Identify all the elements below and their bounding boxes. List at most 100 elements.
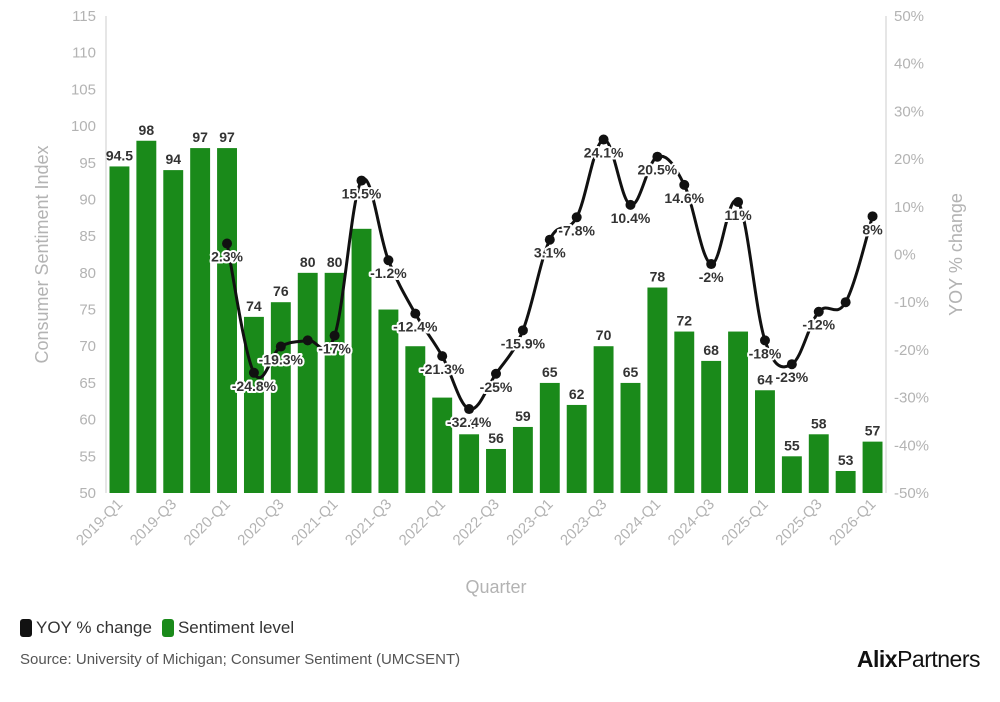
sentiment-bar xyxy=(674,331,695,493)
sentiment-bar xyxy=(835,470,856,493)
yoy-change-point xyxy=(679,179,690,190)
yoy-change-point xyxy=(302,335,313,346)
x-tick-label: 2021-Q3 xyxy=(342,496,395,549)
sentiment-bar-label: 56 xyxy=(488,430,504,446)
y-left-tick-label: 75 xyxy=(79,302,96,319)
yoy-change-label: 8% xyxy=(862,221,883,237)
y-left-tick-label: 85 xyxy=(79,228,96,245)
yoy-change-point xyxy=(652,151,663,162)
yoy-change-label: -1.2% xyxy=(370,265,407,281)
yoy-change-point xyxy=(517,325,528,336)
y-right-tick-label: -40% xyxy=(894,437,929,454)
yoy-change-label: -32.4% xyxy=(447,414,492,430)
yoy-change-point xyxy=(383,255,394,266)
sentiment-bar-label: 97 xyxy=(192,129,208,145)
sentiment-bar-label: 57 xyxy=(865,423,881,439)
yoy-change-point xyxy=(437,351,448,362)
legend-item-sentiment[interactable]: Sentiment level xyxy=(161,618,295,638)
sentiment-bar-label: 78 xyxy=(650,269,666,285)
sentiment-bar xyxy=(620,382,641,493)
yoy-change-point xyxy=(625,199,636,210)
yoy-change-label: 20.5% xyxy=(638,162,678,178)
sentiment-bar xyxy=(566,404,587,493)
sentiment-bar-label: 98 xyxy=(139,122,155,138)
sentiment-chart: 50 55 60 65 70 75 80 85 90 95 100 105 110 115 -50% -40%… xyxy=(32,8,966,597)
brand-logo-part2: Partners xyxy=(897,646,980,672)
sentiment-bar-label: 76 xyxy=(273,283,289,299)
sentiment-bar-label: 64 xyxy=(757,371,773,387)
yoy-change-label: -18% xyxy=(749,345,782,361)
x-tick-label: 2026-Q1 xyxy=(826,496,879,549)
y-left-tick-label: 110 xyxy=(72,45,96,62)
y-right-tick-label: 30% xyxy=(894,103,924,120)
y-right-tick-label: -30% xyxy=(894,390,929,407)
yoy-change-point xyxy=(706,259,717,270)
yoy-change-label: 10.4% xyxy=(611,210,651,226)
y-left-tick-label: 65 xyxy=(79,375,96,392)
sentiment-bar-label: 65 xyxy=(623,364,639,380)
sentiment-bar-label: 74 xyxy=(246,298,262,314)
yoy-change-point xyxy=(410,308,421,319)
yoy-change-point xyxy=(733,197,744,208)
yoy-change-label: 11% xyxy=(724,207,752,223)
sentiment-bar-label: 62 xyxy=(569,386,585,402)
y-left-tick-label: 70 xyxy=(79,338,96,355)
yoy-change-label: 2.3% xyxy=(211,249,243,265)
yoy-change-label: 15.5% xyxy=(342,186,382,202)
sentiment-bar xyxy=(297,272,318,493)
sentiment-bar xyxy=(270,302,291,493)
sentiment-bar-label: 65 xyxy=(542,364,558,380)
sentiment-bar xyxy=(136,140,157,493)
sentiment-bar xyxy=(486,448,506,493)
sentiment-bar xyxy=(701,360,722,493)
yoy-change-label: -19.3% xyxy=(259,352,304,368)
sentiment-bar xyxy=(755,390,775,493)
yoy-change-label: -25% xyxy=(480,379,513,395)
legend-item-yoy[interactable]: YOY % change xyxy=(20,618,152,638)
yoy-change-point xyxy=(759,335,770,346)
yoy-change-point xyxy=(786,359,797,370)
sentiment-bar xyxy=(405,346,426,493)
y-right-tick-label: 40% xyxy=(894,56,924,73)
yoy-change-label: -12.4% xyxy=(393,319,438,335)
x-tick-label: 2020-Q3 xyxy=(234,496,287,549)
yoy-change-label: -24.8% xyxy=(232,378,277,394)
brand-logo-part1: Alix xyxy=(856,646,898,672)
yoy-change-label: -12% xyxy=(802,317,835,333)
sentiment-bar xyxy=(862,441,883,493)
y-left-tick-label: 80 xyxy=(79,265,96,282)
sentiment-bar-label: 94 xyxy=(165,151,181,167)
sentiment-bar xyxy=(593,346,614,493)
sentiment-bar xyxy=(728,331,749,493)
sentiment-bar-label: 97 xyxy=(219,129,235,145)
sentiment-bar xyxy=(163,170,184,493)
x-tick-label: 2024-Q3 xyxy=(665,496,718,549)
y-left-tick-label: 90 xyxy=(79,191,96,208)
x-tick-label: 2021-Q1 xyxy=(288,496,341,549)
sentiment-bar xyxy=(808,434,829,493)
x-tick-label: 2025-Q1 xyxy=(718,496,771,549)
y-right-tick-label: -10% xyxy=(894,294,929,311)
y-left-tick-label: 105 xyxy=(71,81,96,98)
y-left-tick-label: 55 xyxy=(79,448,96,465)
yoy-change-label: -15.9% xyxy=(501,335,546,351)
yoy-change-point xyxy=(544,234,555,245)
yoy-change-point xyxy=(222,238,233,249)
y-right-tick-label: 10% xyxy=(894,199,924,216)
x-tick-label: 2019-Q1 xyxy=(73,496,126,549)
sentiment-bar-label: 80 xyxy=(327,254,343,270)
y-right-tick-label: -20% xyxy=(894,342,929,359)
x-tick-label: 2023-Q1 xyxy=(503,496,556,549)
y-right-tick-label: 0% xyxy=(894,247,916,264)
sentiment-bar-label: 94.5 xyxy=(106,147,133,163)
y-left-tick-label: 95 xyxy=(79,155,96,172)
sentiment-bar xyxy=(217,148,237,494)
yoy-change-point xyxy=(598,134,609,145)
y-right-tick-label: 50% xyxy=(894,8,924,25)
yoy-change-label: 3.1% xyxy=(534,245,566,261)
sentiment-bar-label: 70 xyxy=(596,327,612,343)
legend-label-sentiment: Sentiment level xyxy=(177,618,295,637)
x-tick-label: 2025-Q3 xyxy=(772,496,825,549)
yoy-change-point xyxy=(571,212,582,223)
yoy-change-point xyxy=(464,404,475,415)
